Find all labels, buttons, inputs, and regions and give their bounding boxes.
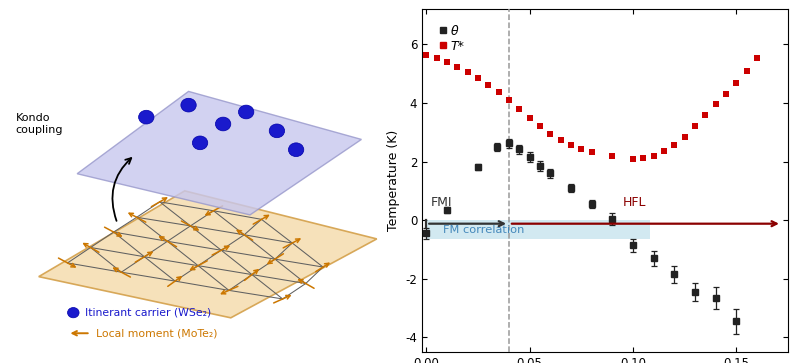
Point	[658, 148, 670, 154]
Point	[575, 146, 588, 152]
Y-axis label: Temperature (K): Temperature (K)	[387, 130, 400, 231]
Point	[554, 138, 567, 143]
Point	[740, 68, 753, 74]
Circle shape	[270, 124, 285, 138]
Point	[441, 60, 454, 65]
Circle shape	[215, 117, 231, 131]
Point	[451, 64, 464, 70]
Text: Kondo
coupling: Kondo coupling	[16, 113, 63, 135]
Point	[668, 143, 681, 148]
Point	[710, 101, 722, 107]
Circle shape	[238, 105, 254, 119]
Text: Local moment (MoTe₂): Local moment (MoTe₂)	[96, 328, 218, 338]
Point	[678, 134, 691, 139]
Polygon shape	[77, 91, 362, 215]
Point	[420, 53, 433, 58]
Point	[647, 153, 660, 159]
Point	[606, 153, 618, 159]
Text: Itinerant carrier (WSe₂): Itinerant carrier (WSe₂)	[85, 308, 211, 318]
Point	[750, 56, 763, 61]
Point	[482, 82, 494, 87]
Text: HFL: HFL	[622, 196, 646, 209]
Legend: θ, T*: θ, T*	[436, 22, 467, 55]
Point	[637, 155, 650, 161]
Point	[462, 69, 474, 75]
Text: FMI: FMI	[430, 196, 452, 209]
Point	[719, 91, 732, 97]
Point	[513, 106, 526, 112]
Circle shape	[138, 110, 154, 124]
Point	[544, 131, 557, 136]
Point	[699, 112, 712, 118]
Point	[523, 115, 536, 121]
Text: FM correlation: FM correlation	[443, 225, 524, 236]
Circle shape	[67, 307, 79, 318]
Circle shape	[289, 143, 304, 156]
Point	[586, 149, 598, 155]
Circle shape	[181, 98, 196, 112]
Point	[689, 123, 702, 129]
Bar	[426, 220, 650, 239]
Polygon shape	[38, 191, 377, 318]
Point	[730, 80, 742, 86]
Point	[502, 97, 515, 103]
Point	[492, 89, 505, 95]
Point	[565, 143, 578, 148]
Circle shape	[192, 136, 208, 150]
Point	[471, 75, 484, 81]
Point	[430, 56, 443, 61]
Point	[626, 156, 639, 162]
Point	[534, 123, 546, 129]
